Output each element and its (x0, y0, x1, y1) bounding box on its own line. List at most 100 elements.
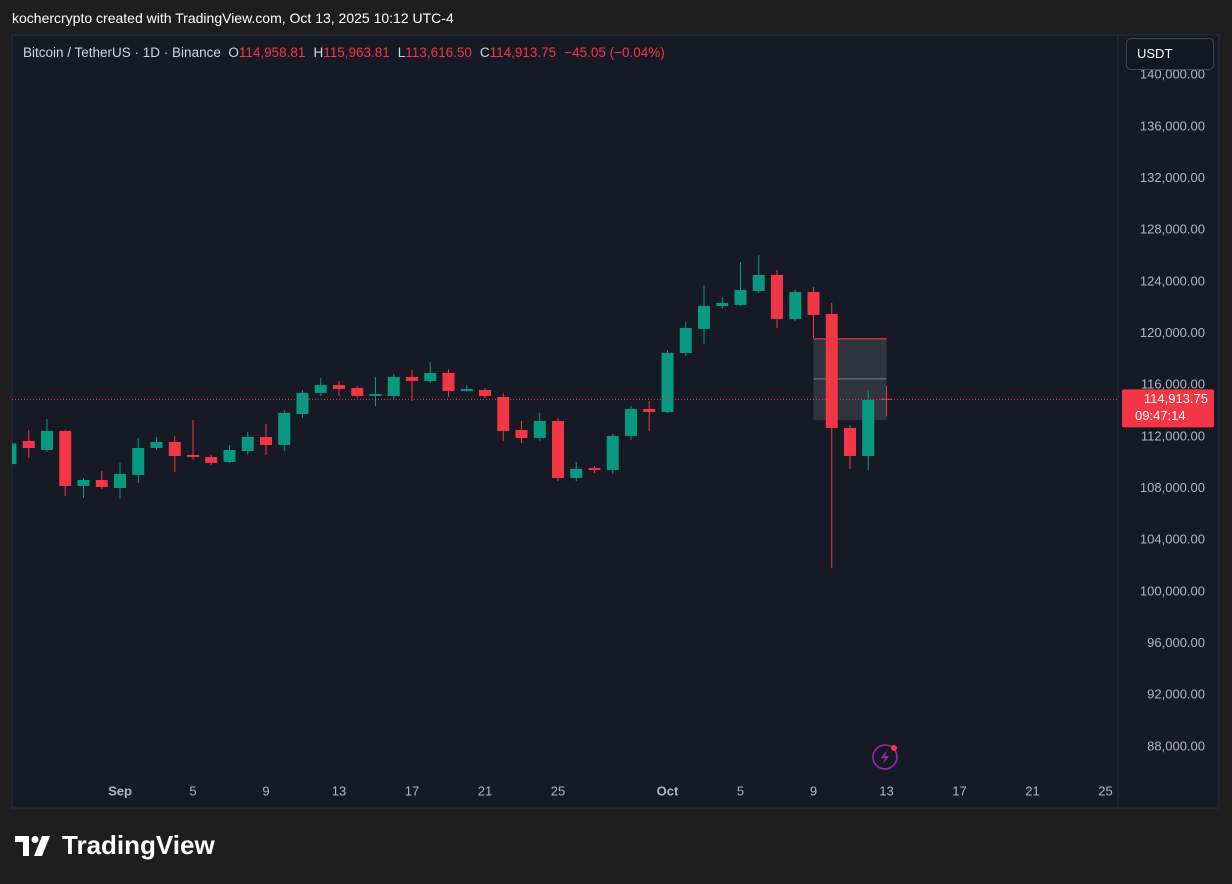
candle-body (424, 372, 437, 381)
y-tick-label: 104,000.00 (1140, 532, 1205, 547)
candle-body (59, 430, 72, 486)
y-tick-label: 96,000.00 (1147, 635, 1205, 650)
candle-body (588, 467, 601, 470)
candle-body (333, 384, 345, 389)
plot-area (12, 254, 1118, 568)
candle-body (625, 408, 637, 436)
y-tick-label: 100,000.00 (1140, 583, 1205, 598)
y-tick-label: 128,000.00 (1140, 222, 1205, 237)
candle-body (12, 443, 17, 465)
candle-body (387, 376, 400, 396)
y-tick-label: 124,000.00 (1140, 273, 1205, 288)
candle-body (552, 420, 564, 478)
y-tick-label: 120,000.00 (1140, 325, 1205, 340)
change-text: −45.05 (−0.04%) (564, 45, 665, 60)
chart-panel (11, 34, 1220, 809)
y-tick-label: 136,000.00 (1140, 118, 1205, 133)
x-tick-label: 5 (189, 783, 196, 798)
y-tick-label: 116,000.00 (1141, 377, 1205, 392)
candle-body (479, 389, 491, 396)
candle-body (22, 440, 35, 448)
candle-body (789, 291, 802, 319)
candle-body (406, 376, 418, 381)
candle-body (862, 399, 875, 456)
y-tick-label: 112,000.00 (1141, 428, 1205, 443)
x-tick-label: 21 (1025, 783, 1039, 798)
candle-body (77, 479, 90, 486)
legend-key: C (479, 45, 490, 60)
candle-body (679, 327, 692, 353)
candle-body (515, 429, 528, 438)
candle-body (150, 441, 163, 448)
legend-value: 114,913.75 (489, 45, 557, 60)
x-tick-label: 17 (405, 783, 419, 798)
legend-value: 115,963.81 (323, 45, 390, 60)
candle-body (442, 372, 455, 391)
candle-body (296, 392, 309, 414)
candle-body (880, 398, 893, 400)
candle-body (132, 447, 145, 475)
legend-key: H (313, 45, 324, 60)
x-tick-label: 5 (737, 783, 744, 798)
x-tick-label: 13 (879, 783, 893, 798)
axes: 88,000.00 92,000.00 96,000.00 100,000.00 104… (108, 67, 1214, 798)
candle-body (716, 302, 729, 306)
brand-logo (15, 836, 50, 856)
y-tick-label: 92,000.00 (1147, 687, 1205, 702)
currency-button[interactable]: USDT (1126, 38, 1214, 70)
candle-body (223, 449, 236, 462)
x-tick-label: 25 (551, 783, 565, 798)
candle-body (278, 412, 291, 445)
candle-body (698, 305, 710, 329)
candle-body (734, 289, 747, 305)
alert-icon (872, 744, 898, 770)
candle-body (844, 427, 856, 456)
candle-body (95, 479, 108, 487)
candle-body (205, 456, 218, 463)
candle-body (533, 420, 546, 438)
y-tick-label: 88,000.00 (1147, 738, 1205, 753)
x-tick-label: 21 (478, 783, 492, 798)
candle-body (260, 436, 272, 445)
candle-body (807, 291, 820, 315)
x-tick-label: 13 (332, 783, 346, 798)
credit-text: kochercrypto created with TradingView.co… (12, 10, 454, 26)
range-box (813, 338, 887, 421)
candle-body (643, 408, 656, 412)
candle-body (369, 393, 382, 396)
x-tick-label: Sep (108, 783, 132, 798)
candle-body (460, 388, 473, 391)
x-tick-label: 9 (810, 783, 817, 798)
legend-value: 113,616.50 (405, 45, 472, 60)
x-tick-label: 9 (262, 783, 269, 798)
y-tick-label: 132,000.00 (1140, 170, 1205, 185)
x-tick-label: 17 (952, 783, 966, 798)
candle-body (41, 430, 53, 450)
legend-value: 114,958.81 (238, 45, 306, 60)
candle-body (351, 387, 364, 396)
candle-body (497, 396, 510, 431)
candle-body (606, 435, 619, 470)
y-tick-label: 108,000.00 (1140, 480, 1205, 495)
candle-body (570, 468, 583, 478)
candle-body (752, 274, 765, 291)
candle-body (825, 313, 838, 428)
x-tick-label: 25 (1098, 783, 1112, 798)
candle-body (314, 384, 327, 393)
candle-body (771, 274, 783, 319)
last-price-label: 114,913.75 (1144, 391, 1208, 406)
symbol-text: Bitcoin / TetherUS · 1D · Binance (23, 45, 221, 60)
candle-body (114, 473, 126, 488)
legend-key: O (228, 45, 239, 60)
legend-key: L (397, 45, 406, 60)
candle-body (187, 454, 199, 457)
candle-body (661, 352, 674, 412)
ohlc-legend: Bitcoin / TetherUS · 1D · Binance O114,9… (23, 45, 673, 60)
candle-body (241, 436, 254, 451)
last-price-tag (1122, 389, 1214, 428)
candle-body (168, 441, 181, 456)
countdown-label: 09:47:14 (1135, 408, 1186, 423)
brand-text: TradingView (62, 830, 215, 860)
